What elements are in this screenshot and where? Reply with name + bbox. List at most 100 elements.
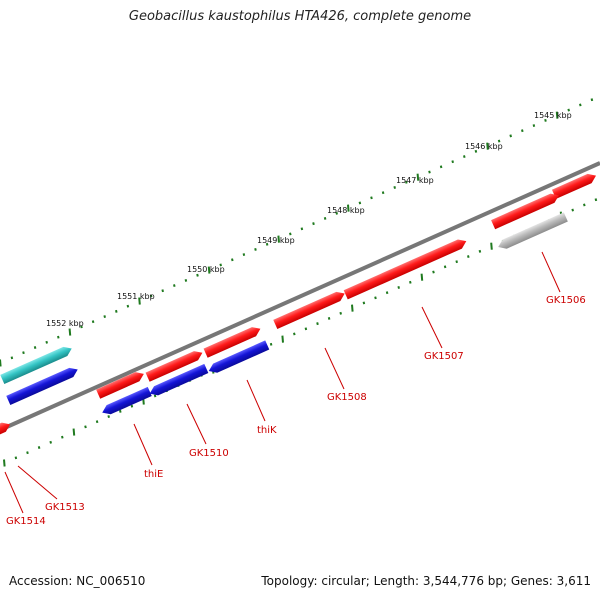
scale-tick-inner-major — [351, 304, 354, 312]
genome-title: Geobacillus kaustophilus HTA426, complet… — [128, 9, 472, 24]
scale-tick-outer-minor — [428, 170, 431, 174]
scale-label: 1550 kbp — [187, 265, 225, 274]
scale-tick-outer-minor — [80, 325, 83, 329]
gene-leader-line — [186, 403, 207, 445]
gene-arrow-red[interactable] — [343, 237, 469, 300]
scale-labels: 1545 kbp 1546 kbp 1547 kbp 1548 kbp 1549 kbp… — [46, 111, 572, 328]
scale-tick-inner-minor — [269, 342, 273, 346]
scale-tick-outer-minor — [544, 118, 547, 122]
scale-ticks-outer — [0, 98, 594, 367]
scale-tick-outer-minor — [149, 294, 153, 298]
gene-arrow-red[interactable] — [491, 191, 561, 230]
scale-tick-outer-minor — [103, 315, 106, 318]
scale-tick-outer-minor — [22, 351, 25, 355]
gene-arrow-cyan[interactable] — [0, 344, 74, 385]
scale-tick-outer-minor — [219, 263, 222, 267]
scale-tick-outer-major — [486, 142, 489, 150]
scale-label: 1549 kbp — [257, 236, 295, 245]
gene-arrow-blue[interactable] — [100, 386, 152, 417]
scale-tick-outer-major — [0, 359, 2, 367]
scale-tick-inner-minor — [374, 296, 377, 300]
scale-tick-outer-minor — [184, 278, 188, 282]
gene-arrow-gray[interactable] — [496, 212, 568, 251]
gene-labels: GK1506 GK1507 GK1508 thiK GK1510 thiE GK1513 GK… — [4, 251, 586, 527]
gene-arrow-blue[interactable] — [148, 363, 209, 398]
gene-arrow-red[interactable] — [0, 420, 12, 437]
scale-tick-outer-minor — [289, 232, 292, 236]
genome-backbone — [0, 161, 600, 432]
scale-tick-outer-major — [138, 297, 141, 305]
gene-arrow-red[interactable] — [96, 369, 146, 399]
scale-tick-inner-minor — [327, 317, 331, 320]
scale-tick-outer-minor — [358, 201, 362, 205]
scale-tick-outer-minor — [532, 124, 536, 127]
gene-label[interactable]: thiK — [257, 425, 277, 436]
scale-tick-outer-minor — [33, 346, 37, 349]
scale-tick-inner-minor — [119, 409, 122, 413]
scale-tick-outer-minor — [463, 155, 466, 158]
accession-footer: Accession: NC_006510 — [9, 574, 145, 588]
gene-label[interactable]: thiE — [144, 469, 163, 480]
scale-tick-inner-major — [420, 273, 424, 281]
scale-tick-inner-minor — [61, 435, 64, 439]
scale-tick-outer-minor — [335, 211, 338, 215]
scale-tick-inner-major — [281, 335, 284, 343]
scale-tick-inner-minor — [14, 456, 18, 460]
scale-tick-outer-minor — [173, 284, 176, 288]
scale-tick-inner-minor — [95, 420, 99, 424]
scale-tick-inner-minor — [571, 208, 574, 212]
scale-tick-inner-minor — [153, 394, 157, 398]
scale-tick-inner-minor — [84, 425, 87, 429]
scale-tick-outer-minor — [231, 258, 234, 262]
scale-tick-outer-minor — [57, 335, 60, 339]
gene-leader-line — [541, 251, 561, 293]
scale-tick-outer-minor — [126, 304, 130, 308]
scale-tick-inner-major — [3, 459, 6, 467]
gene-label[interactable]: GK1506 — [546, 295, 586, 306]
scale-tick-outer-minor — [161, 289, 164, 293]
scale-tick-outer-major — [555, 111, 559, 119]
gene-arrow-red[interactable] — [551, 171, 598, 199]
scale-tick-inner-minor — [26, 451, 29, 455]
scale-tick-inner-minor — [304, 327, 308, 331]
scale-tick-inner-minor — [339, 311, 342, 315]
scale-tick-outer-minor — [265, 242, 269, 246]
scale-tick-outer-minor — [196, 273, 199, 277]
scale-tick-outer-major — [277, 235, 280, 243]
gene-arrow-blue[interactable] — [207, 340, 270, 375]
gene-arrow-red[interactable] — [273, 289, 347, 330]
gene-arrow-red[interactable] — [145, 348, 205, 382]
scale-tick-outer-minor — [312, 222, 315, 226]
scale-tick-outer-major — [207, 266, 211, 274]
gene-arrow-blue[interactable] — [6, 365, 80, 406]
gene-label[interactable]: GK1510 — [189, 448, 229, 459]
gene-label[interactable]: GK1507 — [424, 351, 464, 362]
gene-leader-line — [246, 379, 266, 422]
scale-tick-inner-minor — [583, 203, 586, 207]
scale-tick-outer-major — [416, 173, 420, 181]
scale-label: 1548 kbp — [327, 206, 365, 215]
scale-tick-outer-major — [68, 328, 72, 336]
scale-tick-outer-minor — [370, 196, 373, 200]
scale-tick-outer-minor — [567, 108, 570, 112]
scale-label: 1545 kbp — [534, 111, 572, 120]
scale-tick-outer-minor — [10, 356, 14, 360]
scale-tick-outer-minor — [242, 253, 246, 257]
scale-tick-inner-minor — [362, 301, 366, 305]
gene-label[interactable]: GK1508 — [327, 392, 367, 403]
gene-arrow-red[interactable] — [203, 324, 263, 358]
scale-label: 1552 kbp — [46, 319, 84, 328]
scale-tick-inner-minor — [397, 286, 400, 289]
scale-tick-inner-minor — [443, 265, 447, 269]
gene-leader-line — [324, 347, 345, 390]
scale-label: 1547 kbp — [396, 176, 434, 185]
scale-label: 1546 kbp — [465, 142, 503, 151]
scale-tick-outer-minor — [393, 186, 396, 189]
scale-tick-outer-minor — [590, 98, 594, 102]
scale-tick-outer-minor — [115, 309, 118, 313]
gene-label[interactable]: GK1514 — [6, 516, 46, 527]
scale-tick-outer-minor — [521, 129, 524, 133]
scale-tick-inner-minor — [293, 332, 296, 336]
gene-label[interactable]: GK1513 — [45, 502, 85, 513]
scale-tick-outer-minor — [474, 149, 478, 153]
